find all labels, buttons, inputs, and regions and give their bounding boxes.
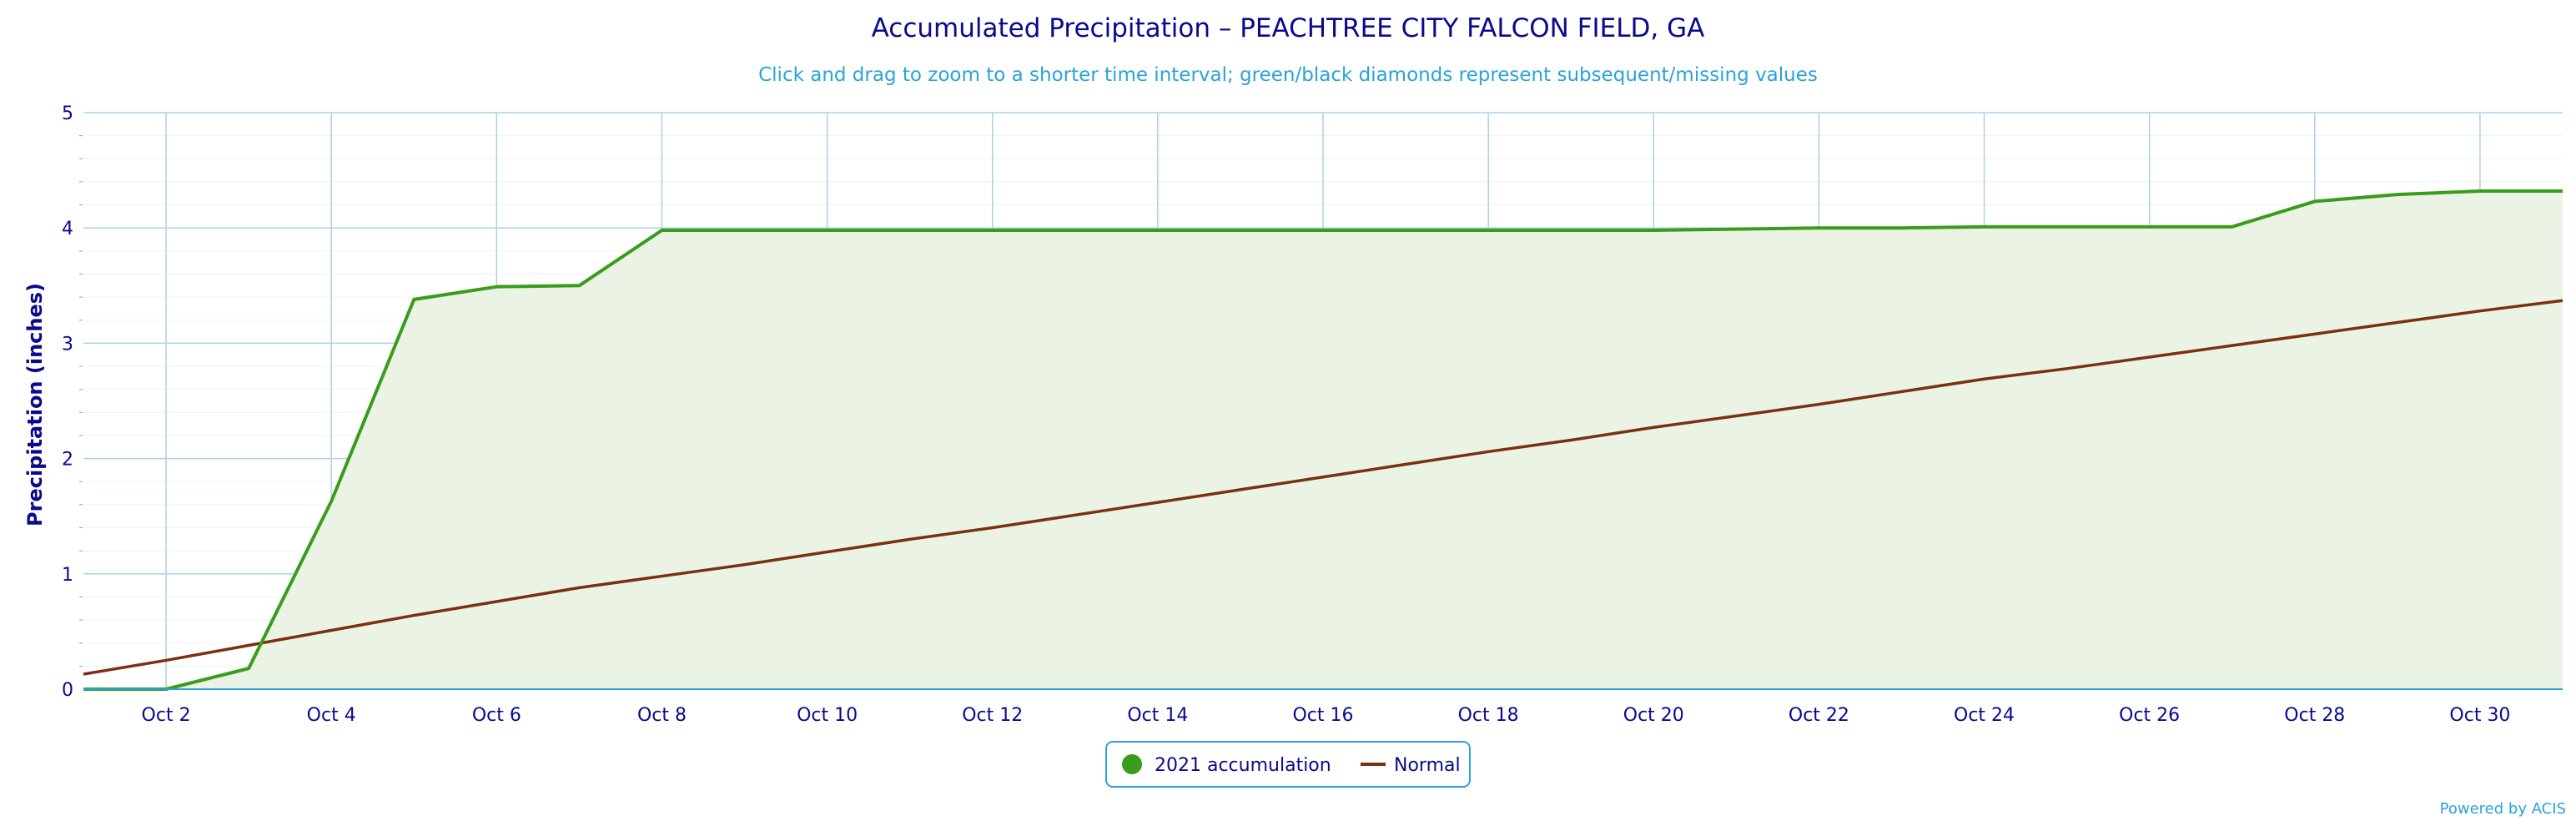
x-tick-label: Oct 2 — [142, 705, 191, 726]
y-tick-label: 3 — [62, 334, 73, 355]
x-tick-label: Oct 10 — [797, 705, 858, 726]
legend-item-normal[interactable]: Normal — [1361, 755, 1461, 776]
y-tick-label: 2 — [62, 450, 73, 471]
legend-normal-label: Normal — [1394, 755, 1461, 776]
y-tick-label: 4 — [62, 219, 73, 239]
y-tick-label: 1 — [62, 565, 73, 586]
credit-link[interactable]: Powered by ACIS — [2440, 800, 2566, 818]
x-tick-label: Oct 16 — [1292, 705, 1353, 726]
x-tick-label: Oct 8 — [637, 705, 687, 726]
normal-series-line — [83, 299, 2563, 676]
y-tick-label: 0 — [62, 680, 73, 701]
chart-subtitle: Click and drag to zoom to a shorter time… — [758, 64, 1818, 86]
x-tick-label: Oct 30 — [2449, 705, 2510, 726]
y-tick-label: 5 — [62, 103, 73, 124]
legend-box — [1105, 741, 1471, 788]
accumulation-area — [83, 190, 2563, 689]
x-tick-label: Oct 24 — [1954, 705, 2015, 726]
x-tick-label: Oct 14 — [1127, 705, 1188, 726]
x-tick-label: Oct 6 — [472, 705, 521, 726]
x-tick-label: Oct 4 — [307, 705, 356, 726]
x-tick-label: Oct 20 — [1623, 705, 1684, 726]
legend-item-accumulation[interactable]: 2021 accumulation — [1122, 754, 1331, 776]
x-tick-label: Oct 28 — [2284, 705, 2345, 726]
x-tick-label: Oct 18 — [1458, 705, 1519, 726]
x-tick-label: Oct 26 — [2119, 705, 2180, 726]
chart-title: Accumulated Precipitation – PEACHTREE CI… — [872, 13, 1705, 43]
y-axis-ticks: 0 1 2 3 4 5 — [62, 103, 83, 701]
accumulation-series-line — [83, 189, 2563, 691]
legend-accumulation-label: 2021 accumulation — [1155, 755, 1331, 776]
y-axis-label: Precipitation (inches) — [23, 283, 47, 526]
legend[interactable]: 2021 accumulation Normal — [1105, 741, 1471, 788]
legend-accumulation-marker — [1122, 754, 1142, 774]
x-tick-label: Oct 22 — [1789, 705, 1849, 726]
x-axis-ticks: Oct 2 Oct 4 Oct 6 Oct 8 Oct 10 Oct 12 Oct 14 Oc… — [142, 705, 2511, 726]
x-tick-label: Oct 12 — [962, 705, 1023, 726]
